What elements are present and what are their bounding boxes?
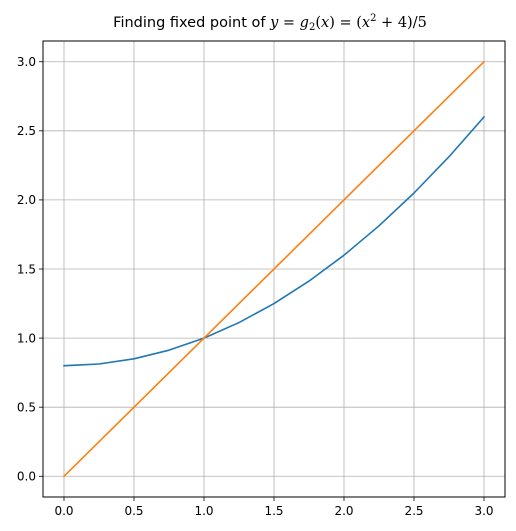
series-line-identity [62, 60, 486, 478]
title-text: Finding fixed point of [113, 15, 270, 31]
x-tick-label: 3.0 [474, 504, 493, 518]
x-tick-label: 1.5 [264, 504, 283, 518]
title-math-3: 2 [309, 22, 315, 33]
series-line-g2 [63, 115, 486, 367]
y-tick-label: 0.5 [17, 400, 36, 414]
x-tick-label: 0.5 [124, 504, 143, 518]
x-tick-label: 2.5 [404, 504, 423, 518]
title-math-0: y [269, 15, 279, 31]
x-axis: 0.0 0.5 1.0 1.5 2.0 2.5 3.0 [54, 497, 494, 518]
title-math-6: ) = ( [329, 15, 362, 31]
title-math-1: = [278, 15, 299, 31]
y-tick-label: 1.5 [17, 262, 36, 276]
x-tick-label: 0.0 [54, 504, 73, 518]
chart-title: Finding fixed point of y = g2(x) = (x2 +… [113, 13, 427, 33]
title-math-8: 2 [370, 13, 376, 24]
title-math-7: x [362, 15, 370, 31]
x-tick-label: 1.0 [194, 504, 213, 518]
y-tick-label: 2.5 [17, 124, 36, 138]
title-math-5: x [321, 15, 329, 31]
series-layer [62, 60, 486, 478]
x-tick-label: 2.0 [334, 504, 353, 518]
y-tick-label: 1.0 [17, 331, 36, 345]
y-tick-label: 0.0 [17, 470, 36, 484]
y-axis: 0.0 0.5 1.0 1.5 2.0 2.5 3.0 [17, 55, 43, 484]
title-math-2: g [300, 15, 309, 31]
title-math-4: ( [315, 15, 321, 31]
y-tick-label: 2.0 [17, 193, 36, 207]
title-math-9: + 4)/5 [376, 15, 426, 31]
grid [43, 41, 505, 497]
y-tick-label: 3.0 [17, 55, 36, 69]
